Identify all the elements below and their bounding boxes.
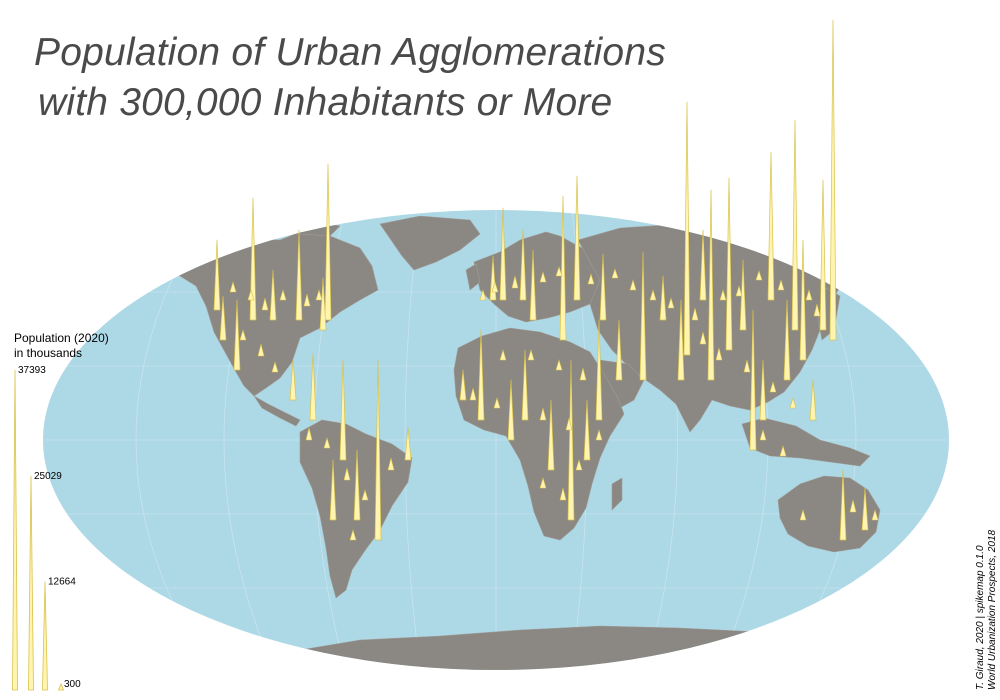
legend-value-label: 300 [64, 679, 81, 690]
legend-value-label: 37393 [18, 365, 46, 376]
map-title-line-2: with 300,000 Inhabitants or More [38, 81, 613, 124]
map-title-line-1: Population of Urban Agglomerations [34, 31, 666, 74]
africa [453, 327, 625, 541]
legend-value-label: 25029 [34, 471, 62, 482]
british-isles [465, 263, 481, 291]
australia [777, 475, 881, 553]
legend-title-line-1: Population (2020) [14, 331, 109, 345]
population-spikes [213, 19, 869, 541]
legend-spikes: 37393 25029 12664 300 [12, 365, 81, 691]
legend-value-label: 12664 [48, 577, 76, 588]
credits: T. Giraud, 2020 | spikemap 0.1.0 World U… [975, 530, 999, 690]
legend-title-line-2: in thousands [14, 346, 83, 360]
credits-line-1: T. Giraud, 2020 | spikemap 0.1.0 [975, 545, 986, 690]
legend-title: Population (2020) in thousands [14, 331, 109, 361]
legend-spike [28, 475, 34, 691]
legend-spike [57, 682, 65, 691]
legend-spike [12, 369, 18, 691]
map-title: Population of Urban Agglomerations with … [34, 28, 666, 128]
population-spike-dots [229, 266, 879, 541]
legend-spike [42, 581, 48, 691]
credits-line-2: World Urbanization Prospects, 2018 [987, 529, 998, 690]
greenland [379, 215, 481, 271]
madagascar [611, 477, 623, 511]
southeast-asia-islands [741, 417, 871, 467]
central-america [253, 395, 301, 427]
